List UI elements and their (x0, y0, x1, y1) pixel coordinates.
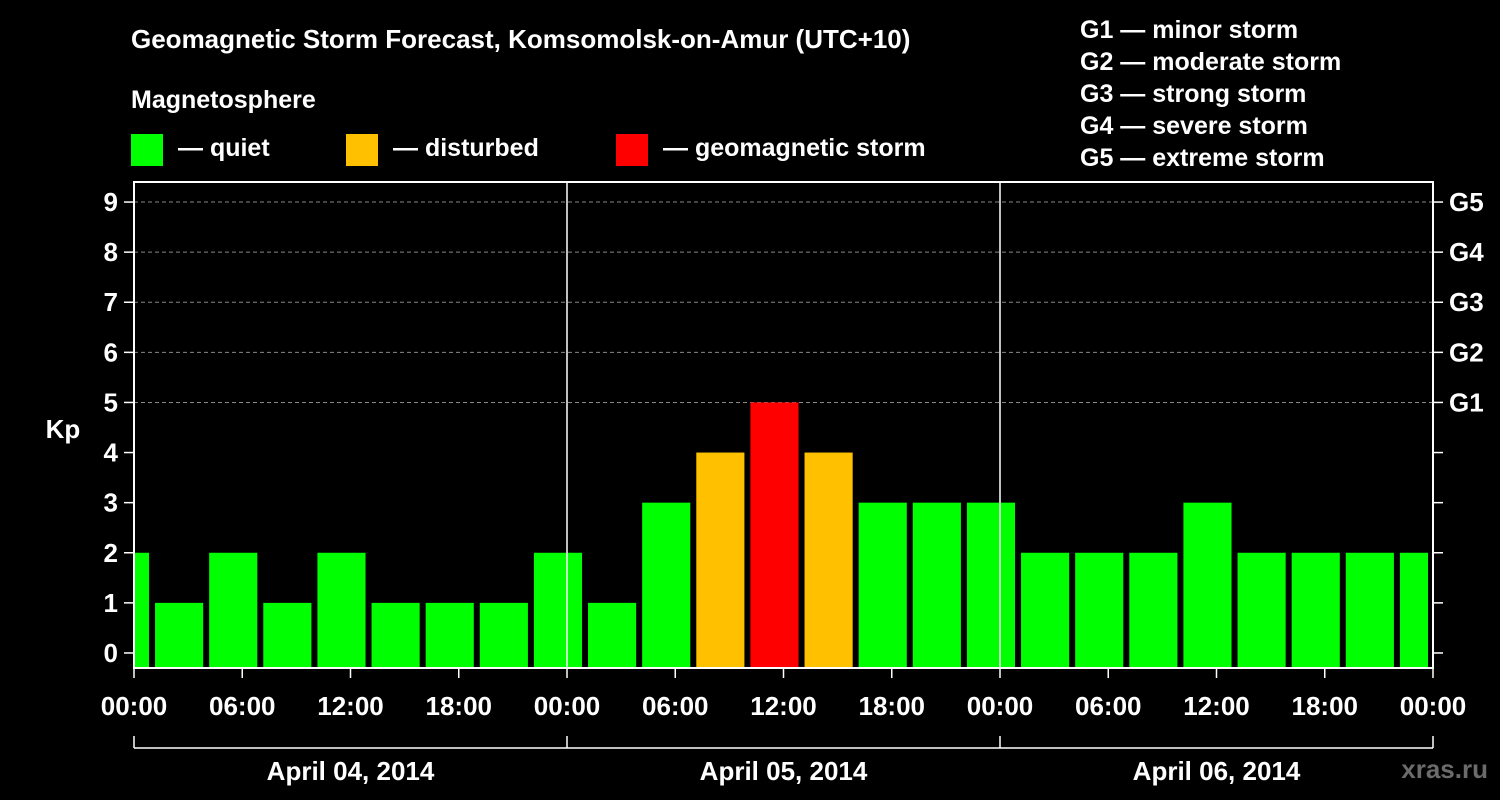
kp-bar-21 (1237, 552, 1286, 668)
y-tick-label-7: 7 (104, 287, 118, 317)
y-tick-label-9: 9 (104, 187, 118, 217)
legend-heading: Magnetosphere (131, 86, 316, 114)
kp-bar-3 (263, 602, 312, 668)
y-tick-label-8: 8 (104, 237, 118, 267)
g-scale-g2: G2 — moderate storm (1080, 48, 1342, 76)
g-scale-g4: G4 — severe storm (1080, 112, 1308, 140)
chart-title: Geomagnetic Storm Forecast, Komsomolsk-o… (131, 24, 911, 54)
y-tick-label-4: 4 (104, 438, 119, 468)
legend-swatch-disturbed (346, 134, 378, 166)
g-scale-legend: G1 — minor storm G2 — moderate storm G3 … (1080, 14, 1341, 174)
x-tick-label-3: 18:00 (426, 691, 493, 721)
x-tick-label-12: 00:00 (1400, 691, 1467, 721)
y-tick-label-6: 6 (104, 337, 118, 367)
g-axis-label-g3: G3 (1449, 287, 1484, 317)
y-tick-label-2: 2 (104, 538, 118, 568)
g-scale-g1: G1 — minor storm (1080, 16, 1299, 44)
x-tick-label-10: 12:00 (1183, 691, 1250, 721)
x-tick-label-7: 18:00 (859, 691, 926, 721)
kp-bar-15 (912, 502, 961, 668)
kp-bar-20 (1183, 502, 1232, 668)
x-tick-label-4: 00:00 (534, 691, 601, 721)
kp-bar-10 (642, 502, 691, 668)
x-tick-label-2: 12:00 (317, 691, 384, 721)
kp-bar-9 (588, 602, 637, 668)
x-tick-label-5: 06:00 (642, 691, 709, 721)
kp-bar-7 (479, 602, 528, 668)
day-label-2: April 06, 2014 (1133, 756, 1301, 786)
x-tick-label-6: 12:00 (750, 691, 817, 721)
kp-bar-22 (1291, 552, 1340, 668)
g-axis-label-g2: G2 (1449, 337, 1484, 367)
kp-bar-8 (533, 552, 583, 668)
kp-bar-17 (1021, 552, 1070, 668)
y-tick-label-5: 5 (104, 387, 118, 417)
kp-bar-1 (155, 602, 204, 668)
legend-label-disturbed: — disturbed (393, 134, 539, 162)
g-scale-g5: G5 — extreme storm (1080, 144, 1325, 172)
legend-label-quiet: — quiet (178, 134, 270, 162)
kp-bar-5 (371, 602, 420, 668)
x-tick-label-8: 00:00 (967, 691, 1034, 721)
kp-bar-14 (858, 502, 907, 668)
kp-bar-11 (696, 452, 745, 668)
kp-bar-24 (1399, 552, 1428, 668)
y-tick-label-0: 0 (104, 638, 118, 668)
y-axis-label: Kp (46, 414, 81, 444)
kp-bar-6 (425, 602, 474, 668)
kp-bar-18 (1075, 552, 1124, 668)
day-label-0: April 04, 2014 (267, 756, 435, 786)
y-tick-label-1: 1 (104, 588, 118, 618)
kp-bar-13 (804, 452, 853, 668)
legend-swatch-storm (616, 134, 648, 166)
y-tick-label-3: 3 (104, 488, 118, 518)
kp-bar-19 (1129, 552, 1178, 668)
kp-bar-12 (750, 402, 799, 668)
g-scale-g3: G3 — strong storm (1080, 80, 1307, 108)
x-tick-label-11: 18:00 (1292, 691, 1359, 721)
g-axis-label-g4: G4 (1449, 237, 1484, 267)
watermark: xras.ru (1401, 754, 1488, 784)
kp-bar-0 (135, 552, 150, 668)
kp-bar-4 (317, 552, 366, 668)
legend-label-storm: — geomagnetic storm (663, 134, 926, 162)
kp-bar-2 (209, 552, 258, 668)
kp-bar-16 (966, 502, 1016, 668)
x-tick-label-1: 06:00 (209, 691, 276, 721)
legend-swatch-quiet (131, 134, 163, 166)
g-axis-label-g5: G5 (1449, 187, 1484, 217)
day-label-1: April 05, 2014 (700, 756, 868, 786)
x-tick-label-0: 00:00 (101, 691, 168, 721)
x-tick-label-9: 06:00 (1075, 691, 1142, 721)
kp-bar-23 (1345, 552, 1394, 668)
g-axis-label-g1: G1 (1449, 387, 1484, 417)
